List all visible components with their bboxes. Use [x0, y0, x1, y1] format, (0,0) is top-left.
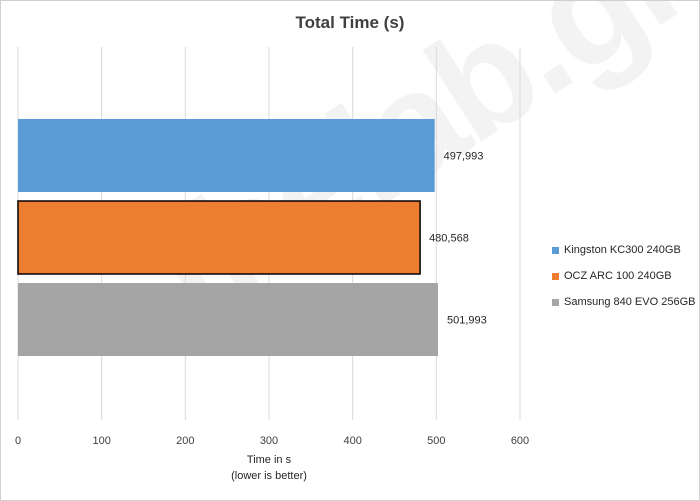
x-tick-label: 300: [260, 435, 278, 447]
x-axis-subtitle: (lower is better): [231, 470, 307, 482]
x-tick-label: 400: [343, 435, 361, 447]
legend-swatch: [552, 272, 559, 280]
legend-label: Kingston KC300 240GB: [564, 244, 681, 256]
x-tick-label: 600: [511, 435, 529, 447]
x-tick-label: 0: [15, 435, 21, 447]
legend-item: OCZ ARC 100 240GB: [552, 263, 695, 289]
bar: [18, 283, 439, 356]
legend-label: OCZ ARC 100 240GB: [564, 270, 672, 282]
bar: [17, 200, 421, 275]
legend-item: Kingston KC300 240GB: [552, 237, 695, 263]
x-tick-label: 200: [176, 435, 194, 447]
data-label: 497,993: [444, 151, 484, 163]
legend-label: Samsung 840 EVO 256GB: [564, 296, 696, 308]
x-axis-title: Time in s: [247, 454, 292, 466]
legend-item: Samsung 840 EVO 256GB: [552, 289, 695, 315]
data-label: 480,568: [429, 233, 469, 245]
legend-swatch: [552, 246, 559, 254]
legend: Kingston KC300 240GB OCZ ARC 100 240GB Sam…: [552, 237, 695, 315]
chart-title: Total Time (s): [295, 13, 405, 32]
data-label: 501,993: [447, 315, 487, 327]
legend-swatch: [552, 298, 559, 306]
x-tick-label: 500: [427, 435, 445, 447]
x-tick-label: 100: [92, 435, 110, 447]
bar: [18, 119, 435, 192]
